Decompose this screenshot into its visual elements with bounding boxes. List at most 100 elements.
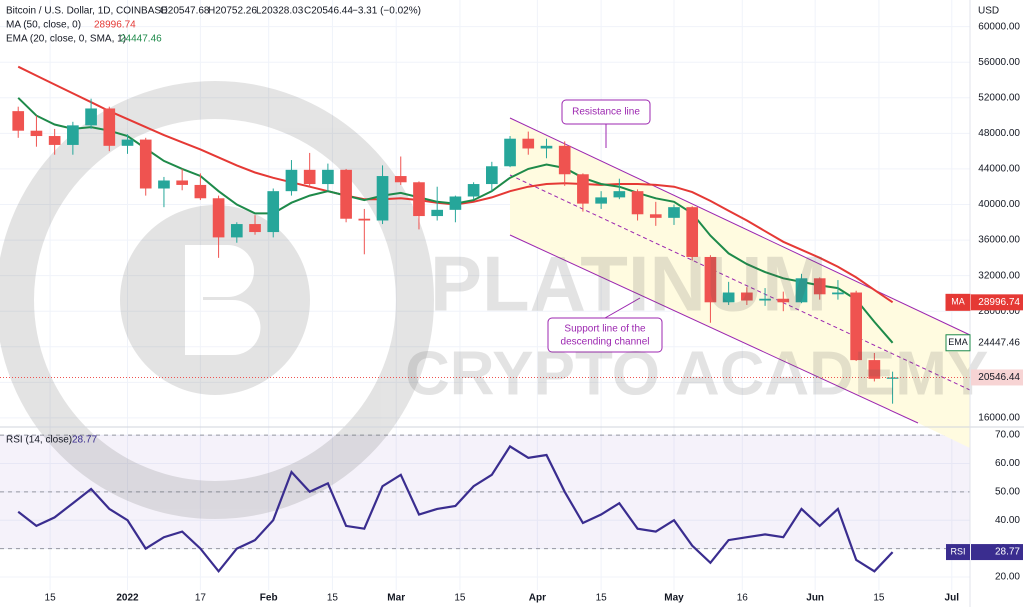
callout-box bbox=[561, 99, 651, 125]
candle-body bbox=[467, 184, 480, 197]
x-tick-label: 15 bbox=[454, 593, 466, 604]
x-tick-label: 17 bbox=[195, 593, 207, 604]
x-tick-label: May bbox=[664, 593, 684, 604]
y-tick-label: 60000.00 bbox=[978, 21, 1020, 32]
resistance-line bbox=[509, 117, 971, 336]
candle-body bbox=[285, 169, 298, 192]
series-badge-label: 24447.46 bbox=[978, 337, 1020, 348]
watermark-text: PLATINUM bbox=[430, 240, 827, 328]
candle-body bbox=[30, 130, 43, 137]
watermark-ring bbox=[0, 81, 434, 519]
x-tick-label: Mar bbox=[387, 593, 405, 604]
candle-body bbox=[48, 136, 61, 145]
legend-ma-value: 28996.74 bbox=[94, 20, 136, 31]
plot bbox=[0, 65, 970, 574]
symbol-title: Bitcoin / U.S. Dollar, 1D, COINBASE bbox=[6, 6, 168, 17]
y-tick-label: 50.00 bbox=[995, 486, 1020, 497]
candle-body bbox=[558, 145, 571, 175]
ohlc-close: C20546.44 bbox=[304, 6, 353, 17]
x-tick-label: Feb bbox=[260, 593, 278, 604]
series-badge bbox=[971, 294, 1023, 311]
series-badge-name: EMA bbox=[948, 337, 968, 347]
candle-body bbox=[158, 180, 170, 189]
candle-body bbox=[741, 292, 753, 301]
candle-body bbox=[813, 278, 826, 295]
candle-body bbox=[686, 207, 699, 257]
x-tick-label: Jul bbox=[945, 593, 960, 604]
candle-body bbox=[522, 138, 535, 149]
x-tick-label: 16 bbox=[737, 593, 749, 604]
y-tick-label: 48000.00 bbox=[978, 128, 1020, 139]
candle-body bbox=[613, 191, 626, 198]
y-tick-label: 70.00 bbox=[995, 430, 1020, 441]
series-badge-label: 28996.74 bbox=[978, 297, 1020, 308]
candle-body bbox=[139, 139, 152, 189]
candle-body bbox=[267, 191, 280, 233]
y-tick-label: 60.00 bbox=[995, 458, 1020, 469]
legend-ma: MA (50, close, 0) bbox=[6, 20, 81, 31]
watermark-logo bbox=[0, 81, 434, 519]
candle-body bbox=[868, 360, 881, 379]
legend-ema-value: 24447.46 bbox=[120, 34, 162, 45]
candle-body bbox=[194, 184, 207, 199]
candle-body bbox=[504, 138, 516, 167]
candle-body bbox=[67, 125, 79, 145]
y-tick-label: 44000.00 bbox=[978, 164, 1020, 175]
y-tick-label: 36000.00 bbox=[978, 235, 1020, 246]
watermark-text: CRYPTO ACADEMY bbox=[405, 339, 988, 408]
candle-body bbox=[230, 224, 243, 238]
y-tick-label: 28000.00 bbox=[978, 306, 1020, 317]
candle-body bbox=[376, 176, 389, 221]
y-tick-label: 52000.00 bbox=[978, 92, 1020, 103]
channel-midline bbox=[509, 174, 971, 391]
watermark-coin bbox=[120, 205, 310, 395]
price-change: −3.31 (−0.02%) bbox=[352, 6, 421, 17]
y-tick-label: 20.00 bbox=[995, 572, 1020, 583]
y-tick-label: 56000.00 bbox=[978, 57, 1020, 68]
candle-body bbox=[795, 278, 808, 303]
series-badge bbox=[970, 334, 1024, 352]
candle-body bbox=[85, 108, 97, 126]
series-badge-tag bbox=[945, 334, 971, 352]
support-line bbox=[509, 234, 919, 424]
x-tick-label: 15 bbox=[45, 593, 57, 604]
candle-body bbox=[486, 166, 498, 185]
ohlc-high: H20752.26 bbox=[208, 6, 257, 17]
x-tick-label: 2022 bbox=[116, 593, 139, 604]
candle-body bbox=[394, 176, 407, 183]
candle-body bbox=[212, 198, 225, 238]
series-badge-tag bbox=[946, 544, 970, 561]
watermark-glyph bbox=[185, 245, 203, 355]
candle-body bbox=[759, 298, 771, 301]
price-badge-label: 20546.44 bbox=[978, 372, 1020, 383]
rsi-title: RSI (14, close) bbox=[6, 435, 72, 446]
candle-body bbox=[595, 197, 607, 204]
series-badge-label: 28.77 bbox=[995, 547, 1020, 558]
x-tick-label: Apr bbox=[529, 593, 546, 604]
candle-body bbox=[577, 174, 589, 204]
candle-body bbox=[249, 224, 261, 233]
legend-ema: EMA (20, close, 0, SMA, 1) bbox=[6, 34, 126, 45]
x-tick-label: 15 bbox=[873, 593, 885, 604]
callout-pointer bbox=[604, 297, 641, 319]
y-tick-label: 40.00 bbox=[995, 515, 1020, 526]
annotation: descending channel bbox=[561, 337, 650, 348]
candle-body bbox=[832, 292, 844, 295]
candle-body bbox=[431, 209, 444, 217]
candle-body bbox=[449, 196, 462, 210]
candle-body bbox=[777, 298, 790, 303]
x-tick-label: 15 bbox=[327, 593, 339, 604]
candle-body bbox=[850, 292, 862, 361]
watermark-glyph bbox=[203, 245, 261, 355]
series-badge-tag bbox=[945, 293, 971, 311]
ohlc-open: O20547.68 bbox=[160, 6, 210, 17]
candle-body bbox=[649, 214, 662, 218]
candle-body bbox=[176, 180, 188, 185]
line-series bbox=[17, 444, 894, 574]
y-tick-label: 32000.00 bbox=[978, 270, 1020, 281]
candle-body bbox=[668, 207, 680, 218]
candle-body bbox=[358, 218, 371, 221]
candle-body bbox=[722, 292, 735, 303]
